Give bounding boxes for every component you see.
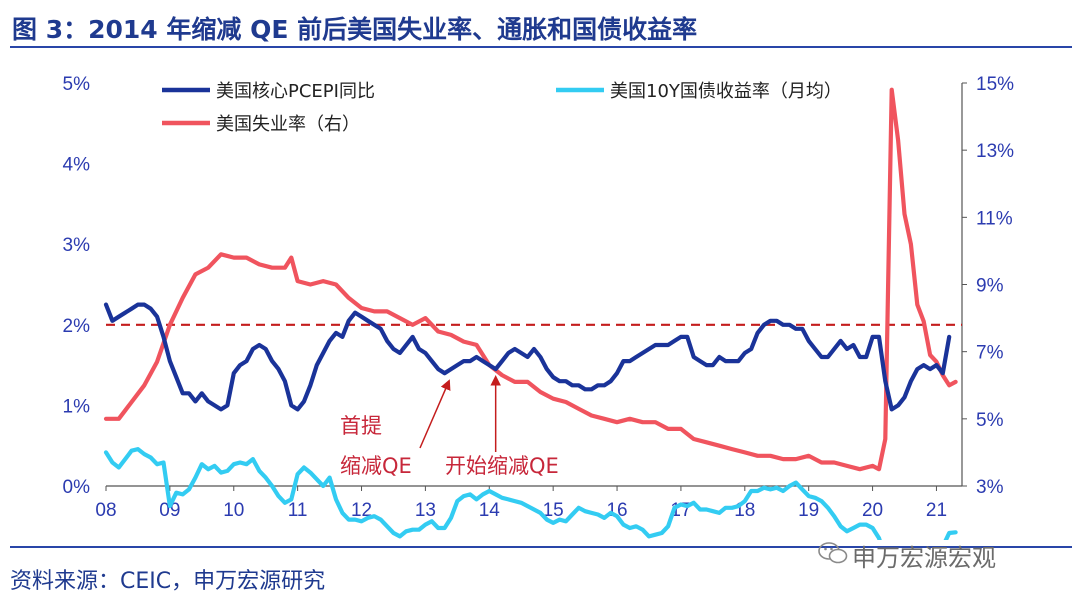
y-left-tick-label: 1% — [63, 396, 91, 417]
x-tick-label: 08 — [95, 500, 116, 521]
x-tick-label: 13 — [415, 500, 436, 521]
series-10y-yield-line — [103, 447, 958, 540]
line-chart: 08 09 10 11 12 13 14 15 16 17 18 19 20 210%1%2%3%4%5%… — [63, 74, 1015, 540]
y-left-tick-label: 4% — [63, 155, 91, 176]
legend-label: 美国失业率（右） — [216, 114, 360, 135]
annotation-start-taper: 开始缩减QE — [445, 454, 559, 478]
x-tick-label: 14 — [479, 500, 501, 521]
footer-divider — [10, 546, 1072, 548]
x-tick-label: 19 — [798, 500, 819, 521]
annotation-first-mention-line2: 缩减QE — [340, 454, 412, 478]
series-unemployment-line — [103, 87, 958, 472]
x-tick-label: 20 — [862, 500, 883, 521]
y-left-tick-label: 3% — [63, 235, 91, 256]
chart-axes: 08 09 10 11 12 13 14 15 16 17 18 19 20 210%1%2%3%4%5%… — [63, 74, 1015, 521]
watermark-text: 申万宏源宏观 — [852, 544, 996, 572]
y-right-tick-label: 3% — [976, 477, 1004, 498]
chart-series — [103, 87, 958, 540]
y-left-tick-label: 0% — [63, 477, 91, 498]
source-note: 资料来源：CEIC，申万宏源研究 — [10, 569, 326, 594]
annotation-first-mention-line1: 首提 — [340, 414, 382, 438]
y-left-tick-label: 5% — [63, 74, 91, 95]
legend-label: 美国核心PCEPI同比 — [216, 81, 375, 102]
legend-label: 美国10Y国债收益率（月均） — [610, 81, 842, 102]
chart-legend: 美国核心PCEPI同比 美国10Y国债收益率（月均） 美国失业率（右） — [162, 81, 842, 135]
y-right-tick-label: 9% — [976, 276, 1004, 297]
series-core-pce-line — [103, 302, 952, 412]
x-tick-label: 10 — [223, 500, 244, 521]
y-right-tick-label: 11% — [976, 208, 1013, 229]
x-tick-label: 21 — [926, 500, 947, 521]
wechat-icon — [818, 542, 848, 564]
x-tick-label: 09 — [159, 500, 180, 521]
chart-title: 图 3：2014 年缩减 QE 前后美国失业率、通胀和国债收益率 — [12, 15, 698, 44]
y-right-tick-label: 15% — [976, 74, 1014, 95]
title-divider — [10, 46, 1072, 48]
x-tick-label: 12 — [351, 500, 372, 521]
annotation-arrow-first-mention — [419, 379, 451, 449]
y-right-tick-label: 7% — [976, 343, 1004, 364]
x-tick-label: 15 — [543, 500, 564, 521]
y-right-tick-label: 13% — [976, 141, 1014, 162]
y-left-tick-label: 2% — [63, 316, 91, 337]
x-tick-label: 11 — [288, 500, 308, 521]
y-right-tick-label: 5% — [976, 410, 1004, 431]
